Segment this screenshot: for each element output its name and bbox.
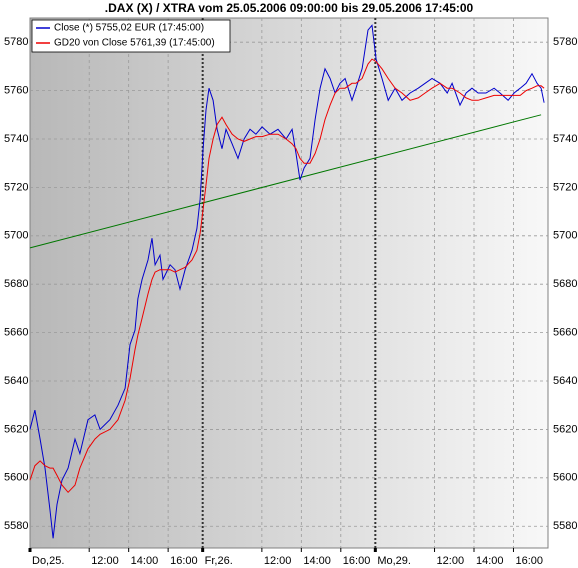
- chart-title: .DAX (X) / XTRA vom 25.05.2006 09:00:00 …: [105, 1, 474, 15]
- x-tick-label: Fr,26.: [205, 555, 233, 567]
- y-tick-label-right: 5600: [553, 472, 577, 484]
- x-tick-label: 14:00: [131, 555, 159, 567]
- x-tick-label: Mo,29.: [377, 555, 411, 567]
- legend: [31, 19, 231, 53]
- y-tick-label-right: 5620: [553, 423, 577, 435]
- y-tick-label-right: 5780: [553, 36, 577, 48]
- y-tick-label: 5660: [4, 327, 28, 339]
- y-tick-label: 5760: [4, 85, 28, 97]
- x-tick-label: 14:00: [303, 555, 331, 567]
- y-tick-label: 5720: [4, 181, 28, 193]
- x-tick-label: 16:00: [343, 555, 371, 567]
- x-tick-label: Do,25.: [32, 555, 64, 567]
- y-tick-label-right: 5640: [553, 375, 577, 387]
- x-tick-label: 12:00: [437, 555, 465, 567]
- y-tick-label: 5680: [4, 278, 28, 290]
- x-tick-label: 14:00: [476, 555, 504, 567]
- y-tick-label: 5780: [4, 36, 28, 48]
- x-tick-label: 12:00: [264, 555, 292, 567]
- y-tick-label-right: 5760: [553, 85, 577, 97]
- y-tick-label: 5700: [4, 230, 28, 242]
- legend-label: Close (*) 5755,02 EUR (17:45:00): [54, 23, 204, 34]
- y-tick-label-right: 5740: [553, 133, 577, 145]
- y-tick-label-right: 5700: [553, 230, 577, 242]
- y-tick-label: 5740: [4, 133, 28, 145]
- series-line: [29, 58, 545, 494]
- y-tick-label: 5600: [4, 472, 28, 484]
- y-tick-label: 5640: [4, 375, 28, 387]
- x-tick-label: 16:00: [515, 555, 543, 567]
- x-tick-label: 12:00: [91, 555, 119, 567]
- y-tick-label: 5580: [4, 520, 28, 532]
- y-tick-label-right: 5720: [553, 181, 577, 193]
- y-tick-label-right: 5660: [553, 327, 577, 339]
- plot-area: [29, 17, 549, 549]
- plot-layer: [29, 18, 548, 548]
- y-tick-label-right: 5580: [553, 520, 577, 532]
- y-tick-label: 5620: [4, 423, 28, 435]
- x-tick-label: 16:00: [170, 555, 198, 567]
- trendline: [29, 114, 542, 249]
- y-tick-label-right: 5680: [553, 278, 577, 290]
- legend-label: GD20 von Close 5761,39 (17:45:00): [54, 38, 215, 49]
